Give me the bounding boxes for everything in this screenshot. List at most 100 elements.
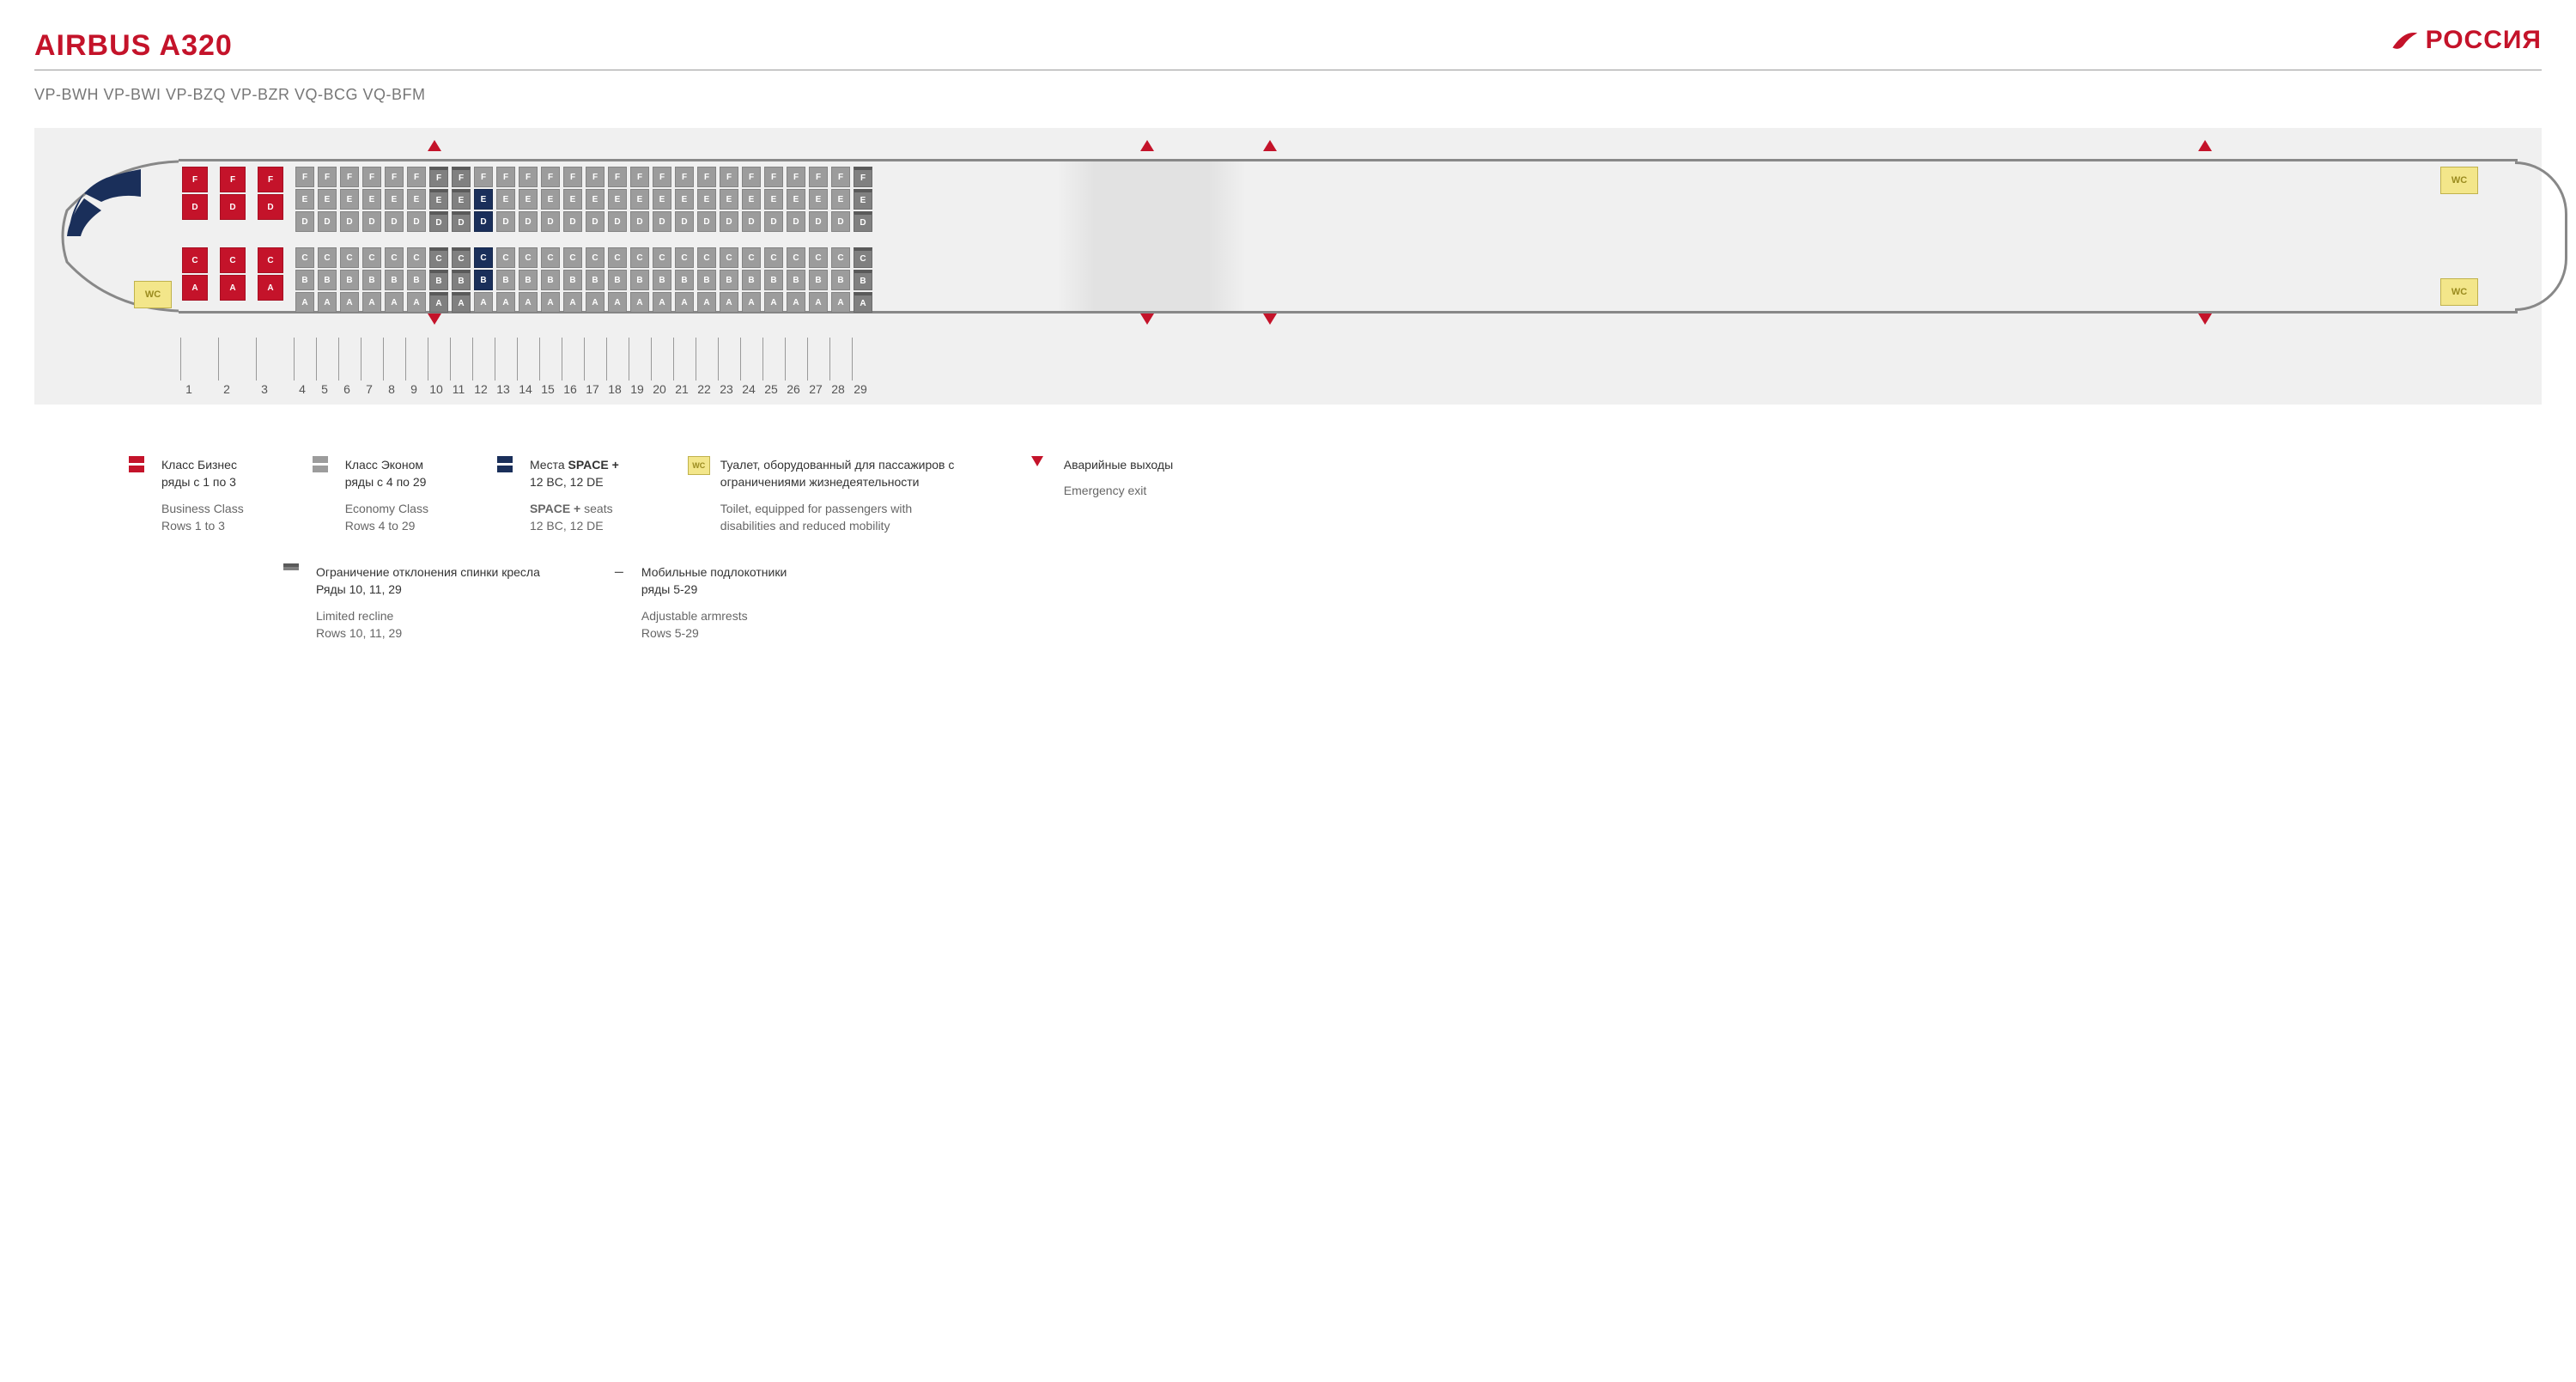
seat: B — [630, 270, 649, 290]
seat: D — [608, 211, 627, 232]
seat-column: CA — [258, 247, 283, 301]
legend-armrest: – Мобильные подлокотникиряды 5-29 Adjust… — [609, 563, 787, 642]
row-line: 10 — [428, 338, 447, 381]
seat-column: CA — [220, 247, 246, 301]
seat: F — [452, 167, 471, 187]
seat-column: CBA — [496, 247, 515, 313]
seat-column: CBA — [787, 247, 805, 313]
seat: F — [831, 167, 850, 187]
seat-column: CBA — [764, 247, 783, 313]
row-line: 11 — [450, 338, 469, 381]
row-line: 23 — [718, 338, 737, 381]
seat: F — [541, 167, 560, 187]
seatmap: WC FDFDFDFEDFEDFEDFEDFEDFEDFEDFEDFEDFEDF… — [58, 140, 2518, 381]
seat: D — [429, 211, 448, 232]
seat: B — [653, 270, 671, 290]
seat: D — [295, 211, 314, 232]
seat: F — [720, 167, 738, 187]
tail: WC WC — [2432, 159, 2518, 314]
seat: E — [496, 189, 515, 210]
seat: D — [318, 211, 337, 232]
seat: F — [182, 167, 208, 192]
seat: B — [474, 270, 493, 290]
seat-column: FD — [182, 167, 208, 220]
seat: D — [787, 211, 805, 232]
seat: F — [385, 167, 404, 187]
wc-rear-bottom: WC — [2440, 278, 2478, 306]
row-line: 6 — [338, 338, 357, 381]
seat: F — [630, 167, 649, 187]
seat: B — [809, 270, 828, 290]
seat: C — [742, 247, 761, 268]
seat: B — [854, 270, 872, 290]
seat: D — [720, 211, 738, 232]
seat: A — [764, 292, 783, 313]
seat: D — [340, 211, 359, 232]
seat-column: FED — [787, 167, 805, 232]
seat: A — [831, 292, 850, 313]
row-number: 1 — [176, 382, 202, 396]
seat: E — [831, 189, 850, 210]
row-line: 7 — [361, 338, 380, 381]
exits-bottom — [58, 314, 2518, 332]
seat: C — [563, 247, 582, 268]
seat: C — [586, 247, 605, 268]
seat: F — [764, 167, 783, 187]
seat: E — [608, 189, 627, 210]
legend: Класс Бизнесряды с 1 по 3 Business Class… — [34, 456, 2542, 534]
seat-column: CBA — [407, 247, 426, 313]
seat-column: CBA — [474, 247, 493, 313]
seat-column: CBA — [854, 247, 872, 313]
seat: A — [429, 292, 448, 313]
row-line: 28 — [829, 338, 848, 381]
seat: D — [258, 194, 283, 220]
seat: F — [697, 167, 716, 187]
row-number: 2 — [214, 382, 240, 396]
seat: F — [407, 167, 426, 187]
seat-column: FED — [831, 167, 850, 232]
exit-arrow-icon — [428, 314, 441, 325]
seat: D — [474, 211, 493, 232]
seat: C — [630, 247, 649, 268]
seat: A — [608, 292, 627, 313]
seat: B — [720, 270, 738, 290]
seat: E — [474, 189, 493, 210]
seat: B — [787, 270, 805, 290]
seat: F — [563, 167, 582, 187]
seat: C — [697, 247, 716, 268]
seat: A — [541, 292, 560, 313]
seat: F — [258, 167, 283, 192]
seat: B — [362, 270, 381, 290]
seat: A — [318, 292, 337, 313]
row-line: 17 — [584, 338, 603, 381]
seat-column: FED — [474, 167, 493, 232]
seat-column: FED — [653, 167, 671, 232]
seat-column: CBA — [385, 247, 404, 313]
seat: A — [697, 292, 716, 313]
seat-column: CBA — [630, 247, 649, 313]
seat: F — [429, 167, 448, 187]
seat: D — [541, 211, 560, 232]
legend-space: Места SPACE +12 BC, 12 DE SPACE + seats1… — [497, 456, 619, 534]
cabin-top: FDFDFDFEDFEDFEDFEDFEDFEDFEDFEDFEDFEDFEDF… — [182, 167, 2428, 232]
row-line: 25 — [762, 338, 781, 381]
cabin: FDFDFDFEDFEDFEDFEDFEDFEDFEDFEDFEDFEDFEDF… — [179, 159, 2432, 314]
seat-column: CBA — [675, 247, 694, 313]
seat: B — [697, 270, 716, 290]
exit-arrow-icon — [2198, 314, 2212, 325]
exit-arrow-icon — [1140, 314, 1154, 325]
seat: E — [340, 189, 359, 210]
seat: C — [496, 247, 515, 268]
seat: C — [720, 247, 738, 268]
seat: F — [295, 167, 314, 187]
seat: D — [407, 211, 426, 232]
seat: A — [720, 292, 738, 313]
seat: A — [742, 292, 761, 313]
seat: E — [563, 189, 582, 210]
seat-column: CBA — [608, 247, 627, 313]
seat: F — [608, 167, 627, 187]
wc-front: WC — [134, 281, 172, 308]
seat: A — [675, 292, 694, 313]
seat: B — [519, 270, 538, 290]
row-line: 15 — [539, 338, 558, 381]
